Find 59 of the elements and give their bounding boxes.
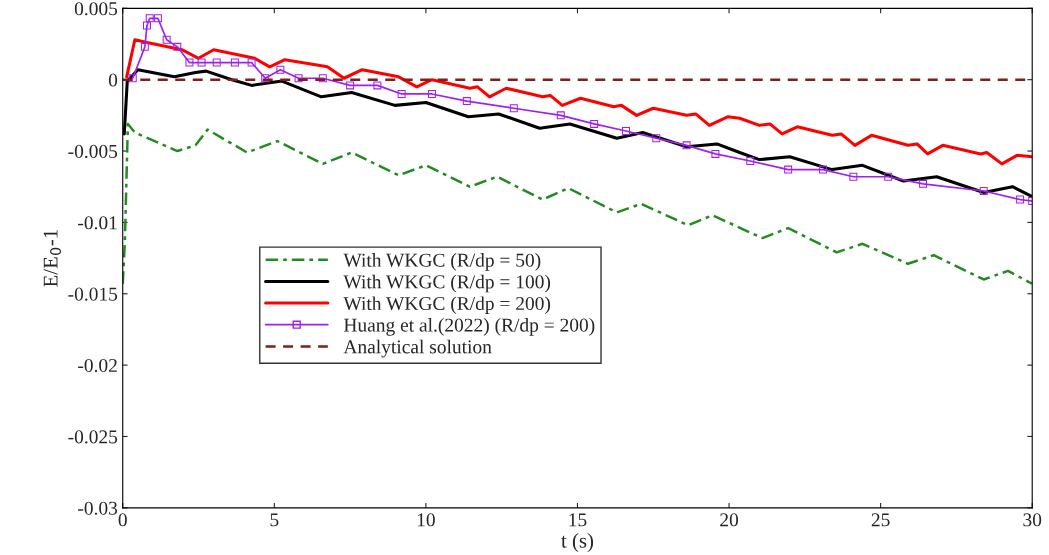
point bbox=[230, 58, 239, 67]
point bbox=[373, 81, 382, 90]
y-tick-label: -0.03 bbox=[78, 501, 118, 515]
y-axis-title: E/E$_{0}$-1 bbox=[43, 230, 62, 287]
point bbox=[427, 89, 436, 98]
point bbox=[462, 97, 471, 106]
point bbox=[590, 119, 599, 128]
point bbox=[128, 74, 137, 83]
point bbox=[261, 74, 270, 83]
point bbox=[652, 134, 661, 143]
point bbox=[294, 74, 303, 83]
y-tick-label: 0 bbox=[108, 73, 118, 87]
x-tick-label: 15 bbox=[569, 513, 587, 527]
y-tick-label: -0.025 bbox=[68, 430, 118, 444]
x-tick-label: 10 bbox=[417, 513, 435, 527]
x-tick-label: 30 bbox=[1023, 513, 1042, 527]
y-tick-label: -0.015 bbox=[68, 287, 118, 301]
point bbox=[1016, 195, 1025, 204]
point bbox=[556, 111, 565, 120]
y-tick-label: -0.005 bbox=[68, 144, 118, 159]
y-tick-label: 0.005 bbox=[74, 2, 118, 16]
point bbox=[318, 74, 327, 83]
x-axis-title: t (s) bbox=[561, 533, 594, 552]
legend-label: With WKGC (R/dp = 200) bbox=[343, 296, 551, 315]
point bbox=[173, 42, 182, 51]
point bbox=[397, 89, 406, 98]
point bbox=[276, 65, 285, 74]
point bbox=[919, 179, 928, 188]
point bbox=[145, 14, 154, 23]
point bbox=[711, 149, 720, 158]
legend-label: Analytical solution bbox=[343, 339, 492, 358]
y-tick-label: -0.01 bbox=[78, 216, 117, 230]
line-series bbox=[125, 38, 1033, 166]
point bbox=[153, 14, 162, 23]
point bbox=[247, 58, 256, 67]
point bbox=[346, 81, 355, 90]
point bbox=[884, 172, 893, 181]
point bbox=[212, 58, 221, 67]
point bbox=[140, 42, 149, 51]
point bbox=[509, 104, 518, 113]
x-tick-label: 0 bbox=[118, 513, 127, 527]
point bbox=[979, 187, 988, 195]
point bbox=[849, 172, 858, 181]
point bbox=[819, 165, 828, 174]
point bbox=[682, 141, 691, 150]
point bbox=[142, 21, 151, 30]
point bbox=[746, 157, 755, 166]
point bbox=[197, 58, 206, 67]
x-tick-label: 20 bbox=[720, 513, 739, 527]
x-tick-label: 5 bbox=[270, 513, 279, 527]
legend-label: Huang et al.(2022) (R/dp = 200) bbox=[343, 318, 595, 336]
point bbox=[784, 165, 793, 174]
x-tick-label: 25 bbox=[871, 513, 890, 527]
y-tick-label: -0.02 bbox=[78, 358, 117, 373]
point bbox=[621, 127, 630, 136]
legend-label: With WKGC (R/dp = 50) bbox=[343, 253, 541, 271]
point bbox=[162, 35, 171, 44]
legend-label: With WKGC (R/dp = 100) bbox=[343, 274, 551, 293]
point bbox=[185, 58, 194, 67]
